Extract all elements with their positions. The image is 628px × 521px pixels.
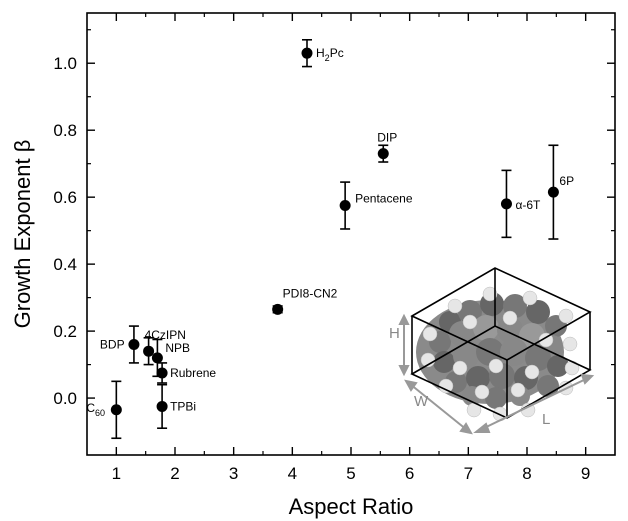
point-label: TPBi (170, 399, 196, 413)
data-point: H2Pc (301, 38, 344, 68)
molecule-atom (488, 358, 504, 374)
inset-width-label: W (414, 393, 429, 410)
point-label: NPB (165, 341, 190, 355)
molecule-atom (558, 308, 574, 324)
molecule-atom (438, 378, 454, 394)
x-tick-label: 6 (405, 464, 414, 483)
x-tick-label: 9 (581, 464, 590, 483)
point-marker (143, 345, 155, 357)
data-point: Pentacene (339, 181, 413, 230)
molecule-atom (447, 298, 463, 314)
data-point: BDP (100, 325, 140, 364)
y-tick-label: 0.6 (53, 188, 77, 207)
point-marker (301, 47, 313, 59)
point-marker (500, 198, 512, 210)
point-label: PDI8-CN2 (283, 286, 338, 300)
molecule-atom (422, 326, 438, 342)
point-label: DIP (377, 131, 397, 145)
x-tick-label: 8 (522, 464, 531, 483)
data-point: DIP (377, 131, 397, 163)
data-point: C60 (86, 380, 122, 440)
molecule-atom (522, 290, 538, 306)
y-tick-label: 0.0 (53, 389, 77, 408)
point-label: C60 (86, 401, 105, 418)
y-tick-label: 0.4 (53, 255, 77, 274)
x-tick-label: 4 (288, 464, 297, 483)
molecule-atom (474, 384, 490, 400)
data-point: TPBi (156, 383, 196, 430)
molecule-atom (500, 338, 528, 366)
point-label: Rubrene (170, 366, 216, 380)
point-marker (377, 148, 389, 160)
molecule-atom (433, 351, 455, 373)
point-marker (110, 404, 122, 416)
bounding-box (410, 267, 592, 419)
point-label: α-6T (515, 198, 541, 212)
molecule-atom (547, 355, 569, 377)
y-tick-label: 1.0 (53, 54, 77, 73)
point-label: BDP (100, 338, 125, 352)
dimension-arrows (398, 313, 595, 435)
point-label: H2Pc (316, 46, 344, 63)
x-tick-label: 7 (464, 464, 473, 483)
molecule-atom (510, 382, 526, 398)
data-point: PDI8-CN2 (272, 286, 338, 315)
data-points: C60BDP4CzIPNNPBRubreneTPBiPDI8-CN2H2PcPe… (86, 38, 574, 440)
molecule-atom (452, 360, 468, 376)
y-tick-label: 0.8 (53, 121, 77, 140)
y-tick-label: 0.2 (53, 322, 77, 341)
point-marker (156, 367, 168, 379)
point-marker (156, 400, 168, 412)
x-tick-label: 1 (112, 464, 121, 483)
point-label: 6P (559, 174, 574, 188)
data-point: NPB (151, 338, 190, 378)
inset-length-label: L (542, 411, 550, 428)
molecule-atom (466, 366, 490, 390)
molecule-image (416, 286, 580, 422)
axis-ticks: 1 2 3 4 5 6 7 8 9 0.0 0.2 0.4 0.6 0.8 1.0 (53, 13, 615, 483)
x-tick-label: 3 (229, 464, 238, 483)
molecule-atom (482, 286, 498, 302)
point-marker (339, 200, 351, 212)
data-point: α-6T (500, 169, 541, 239)
molecule-atom (524, 364, 540, 380)
molecule-inset: H W L (389, 267, 595, 435)
molecule-atom (538, 332, 554, 348)
molecule-atom (485, 387, 507, 409)
point-marker (128, 339, 140, 350)
molecule-atom (502, 310, 518, 326)
data-point: Rubrene (156, 362, 216, 384)
inset-height-label: H (389, 325, 400, 342)
point-marker (547, 186, 559, 198)
molecule-atom (462, 314, 478, 330)
molecule-atom (525, 345, 551, 371)
data-point: 6P (547, 144, 574, 240)
x-tick-label: 5 (346, 464, 355, 483)
molecule-atom (562, 336, 578, 352)
molecule-atom (526, 300, 550, 324)
point-label: Pentacene (355, 192, 413, 206)
y-axis-title: Growth Exponent β (10, 140, 35, 329)
point-marker (272, 303, 284, 315)
x-tick-label: 2 (170, 464, 179, 483)
x-axis-title: Aspect Ratio (289, 494, 414, 519)
point-marker (151, 352, 163, 364)
